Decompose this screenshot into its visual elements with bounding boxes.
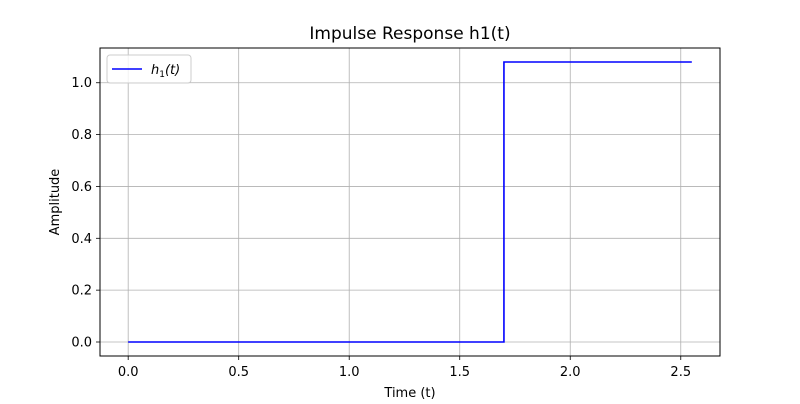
- x-tick-label: 1.5: [449, 365, 470, 380]
- chart-title: Impulse Response h1(t): [309, 24, 510, 44]
- grid: [100, 48, 720, 356]
- legend-box: [106, 54, 192, 84]
- legend-label-argument: (t): [165, 63, 180, 78]
- series-line-h1: [128, 61, 692, 343]
- y-tick-label: 1.0: [71, 76, 92, 91]
- legend-label-subscript: 1: [159, 70, 165, 80]
- y-axis-label: Amplitude: [48, 169, 63, 236]
- series-layer: [128, 61, 692, 343]
- x-axis-label: Time (t): [383, 386, 435, 400]
- plot-frame: [99, 47, 721, 357]
- y-tick-label: 0.2: [71, 284, 92, 299]
- legend: h1(t): [106, 54, 192, 84]
- legend-label-base: h: [151, 63, 159, 78]
- x-tick-label: 0.0: [118, 365, 139, 380]
- legend-label-h1: h1(t): [151, 63, 180, 80]
- y-tick-label: 0.4: [71, 232, 92, 247]
- y-tick-label: 0.6: [71, 180, 92, 195]
- y-axis-ticks: 0.0 0.2 0.4 0.6 0.8 1.0: [71, 76, 100, 351]
- x-axis-ticks: 0.0 0.5 1.0 1.5 2.0 2.5: [118, 356, 691, 380]
- y-tick-label: 0.0: [71, 336, 92, 351]
- x-tick-label: 1.0: [339, 365, 360, 380]
- x-tick-label: 2.5: [670, 365, 691, 380]
- x-tick-label: 2.0: [560, 365, 581, 380]
- x-tick-label: 0.5: [228, 365, 249, 380]
- y-tick-label: 0.8: [71, 128, 92, 143]
